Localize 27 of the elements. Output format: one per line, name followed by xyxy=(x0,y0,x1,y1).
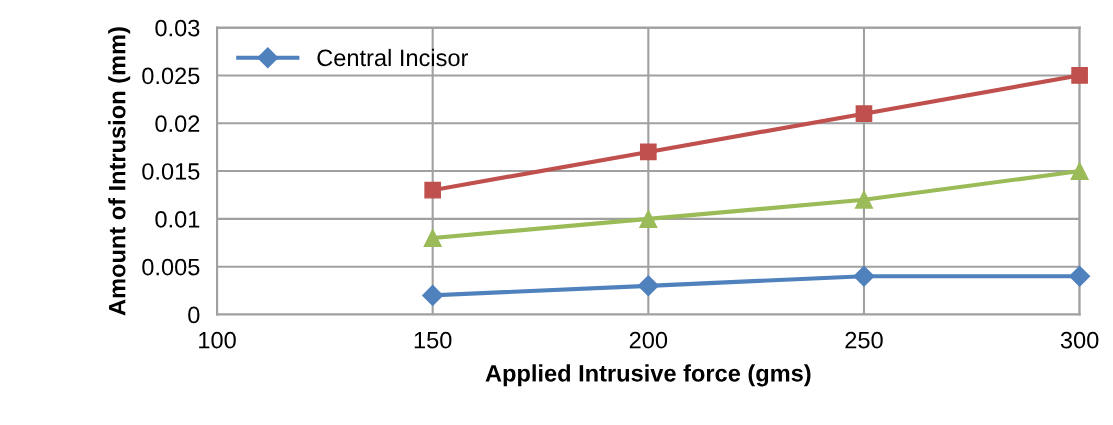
point xyxy=(637,275,659,297)
point xyxy=(855,105,873,123)
y-tick-label: 0 xyxy=(188,306,200,324)
y-tick-label: 0.01 xyxy=(155,210,200,228)
x-tick-label: 100 xyxy=(199,331,236,349)
y-axis-title: Amount of Intrusion (mm) xyxy=(108,27,131,316)
point xyxy=(854,190,873,209)
point xyxy=(424,181,442,199)
x-tick-label: 200 xyxy=(629,331,668,349)
point xyxy=(423,228,442,248)
x-axis-title: Applied Intrusive force (gms) xyxy=(485,364,811,387)
y-tick-label: 0.02 xyxy=(155,115,200,133)
point xyxy=(639,143,657,161)
point xyxy=(639,209,658,228)
y-tick-label: 0.015 xyxy=(142,163,200,180)
y-tick-label: 0.025 xyxy=(142,67,200,85)
point xyxy=(1069,265,1091,287)
point xyxy=(1070,162,1089,181)
x-tick-label: 250 xyxy=(845,331,883,349)
point xyxy=(1071,67,1088,84)
point xyxy=(853,265,875,287)
point xyxy=(422,284,444,306)
x-tick-label: 150 xyxy=(414,331,452,349)
y-tick-label: 0.005 xyxy=(142,258,200,276)
y-tick-label: 0.03 xyxy=(155,19,200,37)
legend-label: Central Incisor xyxy=(317,48,469,67)
x-tick-label: 300 xyxy=(1060,331,1099,349)
